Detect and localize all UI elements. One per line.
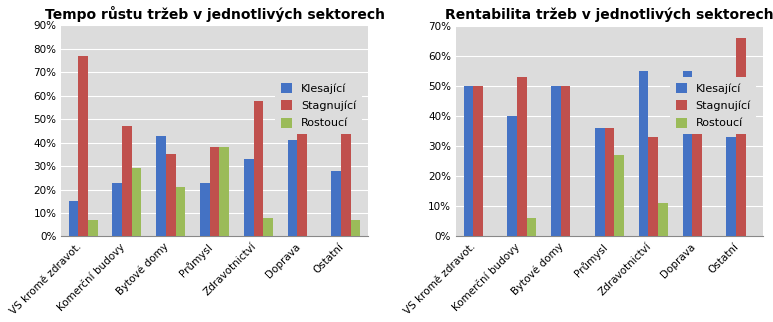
Bar: [243, 159, 254, 236]
Bar: [727, 137, 736, 236]
Bar: [209, 147, 220, 236]
Bar: [604, 128, 615, 236]
Bar: [220, 147, 229, 236]
Bar: [464, 86, 473, 236]
Bar: [473, 86, 483, 236]
Bar: [351, 220, 360, 236]
Bar: [122, 126, 131, 236]
Bar: [658, 203, 668, 236]
Bar: [78, 56, 88, 236]
Bar: [615, 155, 624, 236]
Bar: [692, 104, 702, 236]
Bar: [526, 218, 536, 236]
Bar: [638, 71, 649, 236]
Bar: [332, 171, 341, 236]
Bar: [156, 136, 166, 236]
Bar: [175, 187, 186, 236]
Bar: [560, 86, 570, 236]
Legend: Klesající, Stagnující, Rostoucí: Klesající, Stagnující, Rostoucí: [670, 77, 757, 134]
Bar: [507, 116, 517, 236]
Bar: [113, 183, 122, 236]
Bar: [88, 220, 97, 236]
Bar: [649, 137, 658, 236]
Bar: [69, 201, 78, 236]
Bar: [288, 140, 298, 236]
Bar: [131, 168, 141, 236]
Bar: [254, 100, 263, 236]
Bar: [736, 38, 746, 236]
Bar: [551, 86, 560, 236]
Title: Rentabilita tržeb v jednotlivých sektorech: Rentabilita tržeb v jednotlivých sektore…: [445, 7, 773, 22]
Bar: [263, 218, 273, 236]
Bar: [200, 183, 209, 236]
Bar: [298, 100, 307, 236]
Legend: Klesající, Stagnující, Rostoucí: Klesající, Stagnující, Rostoucí: [275, 77, 362, 134]
Bar: [595, 128, 604, 236]
Bar: [341, 86, 351, 236]
Title: Tempo růstu tržeb v jednotlivých sektorech: Tempo růstu tržeb v jednotlivých sektore…: [45, 5, 384, 22]
Bar: [166, 155, 175, 236]
Bar: [517, 77, 526, 236]
Bar: [683, 71, 692, 236]
